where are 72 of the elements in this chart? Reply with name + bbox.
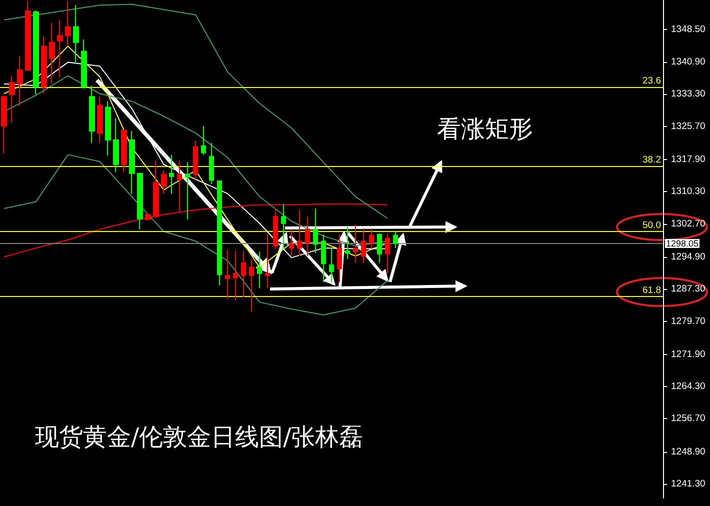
y-tick-label: 1279.70 bbox=[671, 316, 706, 327]
candlestick bbox=[41, 36, 47, 94]
candlestick bbox=[361, 228, 366, 264]
candlestick bbox=[257, 251, 262, 289]
candlestick bbox=[9, 75, 15, 124]
y-tick-label: 1248.90 bbox=[671, 446, 706, 458]
y-tick-label: 1317.90 bbox=[671, 154, 706, 165]
candlestick bbox=[393, 230, 398, 248]
text: 现货黄金/伦敦金日线图/张林磊 bbox=[35, 423, 364, 451]
y-tick-label: 1294.90 bbox=[671, 251, 706, 262]
candlestick bbox=[137, 172, 143, 230]
y-tick-label: 1310.30 bbox=[671, 186, 706, 198]
candlestick bbox=[329, 247, 334, 283]
candlestick bbox=[25, 0, 31, 72]
candlestick bbox=[217, 180, 222, 286]
candlestick bbox=[161, 170, 167, 194]
candlestick bbox=[345, 226, 350, 260]
candlestick bbox=[49, 22, 55, 84]
candlestick bbox=[121, 130, 127, 173]
candlestick bbox=[337, 234, 342, 283]
candlestick bbox=[305, 216, 310, 256]
line-series bbox=[3, 4, 388, 219]
candlestick bbox=[201, 125, 206, 156]
candlestick bbox=[1, 94, 7, 154]
candlestick bbox=[281, 203, 286, 250]
candlestick bbox=[273, 208, 278, 250]
candlestick bbox=[57, 19, 63, 78]
candlestick bbox=[385, 233, 390, 274]
candlestick bbox=[233, 250, 238, 301]
annotation: 61.8 bbox=[642, 284, 662, 296]
annotation: 50.0 bbox=[642, 220, 662, 231]
candlestick bbox=[321, 234, 326, 283]
candlestick bbox=[265, 234, 270, 289]
y-tick-label: 1348.50 bbox=[671, 24, 706, 36]
candlestick bbox=[169, 154, 174, 194]
y-tick-label: 1287.30 bbox=[671, 284, 706, 295]
candlestick bbox=[89, 85, 95, 144]
y-tick-label: 1333.30 bbox=[671, 88, 706, 100]
candlestick bbox=[17, 56, 23, 106]
candlestick bbox=[193, 140, 198, 180]
candlestick bbox=[313, 208, 318, 254]
candlestick bbox=[105, 100, 111, 156]
candlestick bbox=[145, 213, 151, 221]
y-tick-label: 1264.30 bbox=[671, 381, 706, 392]
candlestick bbox=[65, 0, 71, 47]
candlestick bbox=[33, 10, 39, 96]
candlestick bbox=[209, 142, 214, 184]
candlestick bbox=[289, 228, 294, 256]
candlestick bbox=[377, 233, 382, 264]
y-tick-label: 1325.70 bbox=[671, 120, 706, 132]
annotation: 23.6 bbox=[642, 75, 662, 86]
candlestick bbox=[297, 209, 302, 256]
y-tick-label: 1340.90 bbox=[671, 56, 706, 68]
annotation: 38.2 bbox=[642, 154, 662, 166]
candlestick bbox=[225, 250, 230, 300]
y-tick-label: 1271.90 bbox=[671, 348, 706, 360]
y-tick-label: 1241.30 bbox=[671, 478, 706, 490]
candlestick bbox=[81, 38, 87, 90]
candlestick bbox=[113, 118, 119, 173]
y-tick-label: 1256.70 bbox=[671, 413, 706, 424]
candlestick bbox=[241, 250, 246, 298]
candlestick bbox=[369, 228, 374, 250]
candlestick bbox=[353, 224, 358, 264]
candlestick bbox=[185, 162, 190, 220]
candlestick bbox=[73, 4, 79, 63]
candlestick bbox=[97, 96, 103, 144]
line-series bbox=[3, 154, 388, 316]
candlestick bbox=[129, 130, 135, 194]
candlestick bbox=[249, 258, 254, 312]
y-tick-label: 1302.70 bbox=[671, 218, 706, 230]
ref-line-label: 1298.05 bbox=[666, 238, 699, 248]
annotation: 看涨矩形 bbox=[437, 115, 533, 143]
